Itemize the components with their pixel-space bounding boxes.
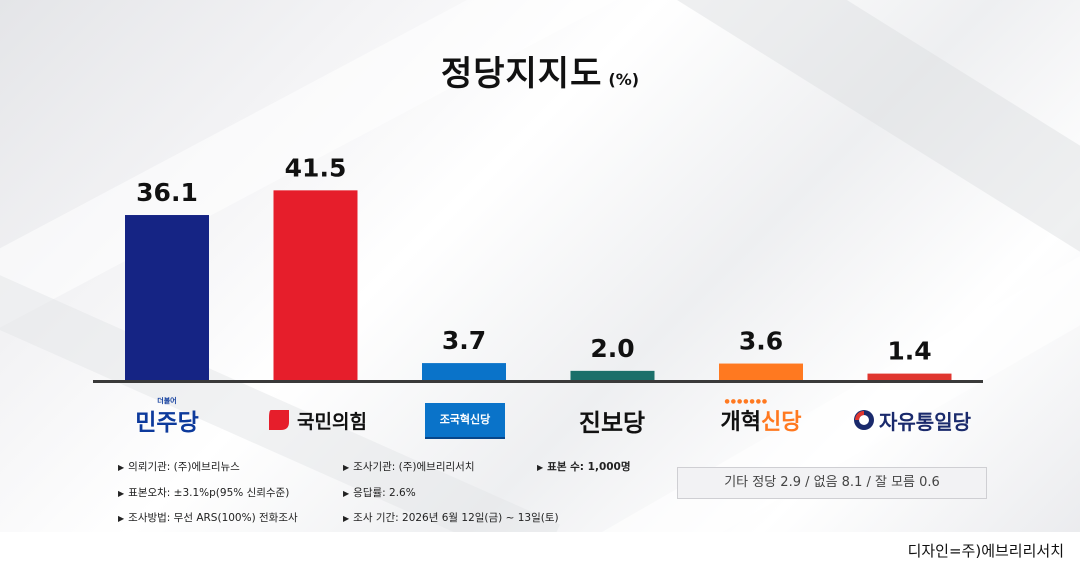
note-row: ▶ 표본오차: ±3.1%p(95% 신뢰수준) <box>118 486 290 499</box>
logo-liberty-unification-party: 자유통일당 <box>842 398 982 442</box>
logo-reform-dots: ●●●●●●● <box>724 398 769 405</box>
logo-rebuilding-korea-party: 조국혁신당 <box>425 398 505 442</box>
design-credit: 디자인=주)에브리리서치 <box>907 542 1064 560</box>
notes-column-3: ▶ 표본 수: 1,000명 <box>537 455 631 481</box>
value-label-democratic-party: 36.1 <box>136 178 198 207</box>
logo-people-power-party: 국민의힘 <box>250 398 384 442</box>
logo-reform-party: ●●●●●●● 개혁신당 <box>716 398 806 442</box>
value-label-progressive-party: 2.0 <box>590 334 634 363</box>
note-row: ▶ 응답률: 2.6% <box>343 486 416 499</box>
logo-jinbo-text: 진보당 <box>578 408 646 437</box>
notes-column-2: ▶ 조사기관: (주)에브리리서치 ▶ 응답률: 2.6% ▶ 조사 기간: 2026… <box>343 455 559 532</box>
value-label-people-power-party: 41.5 <box>285 153 347 182</box>
logo-ppp-text: 국민의힘 <box>297 410 367 433</box>
value-label-liberty-unification-party: 1.4 <box>887 337 931 366</box>
note-row: ▶ 조사기관: (주)에브리리서치 <box>343 461 475 473</box>
logo-dp-main: 민주당 <box>135 410 199 436</box>
bar-democratic-party <box>125 215 209 380</box>
note-row: ▶ 표본 수: 1,000명 <box>537 461 631 473</box>
logo-dp-small: 더불어 <box>157 397 177 405</box>
logo-democratic-party: 더불어 민주당 <box>120 397 214 442</box>
bar-people-power-party <box>273 190 358 380</box>
value-label-rebuilding-korea-party: 3.7 <box>442 326 486 355</box>
bar-reform-party <box>719 363 803 380</box>
notes-column-1: ▶ 의뢰기관: (주)에브리뉴스 ▶ 표본오차: ±3.1%p(95% 신뢰수준) … <box>118 455 298 532</box>
bar-chart: 36.1 41.5 3.7 2.0 3.6 1.4 <box>93 153 983 383</box>
x-axis-baseline <box>93 380 983 383</box>
chart-title: 정당지지도 (%) <box>0 46 1080 95</box>
note-sample-size: 표본 수: 1,000명 <box>547 461 631 473</box>
note-method: 조사방법: 무선 ARS(100%) 전화조사 <box>128 512 298 524</box>
value-label-reform-party: 3.6 <box>739 327 783 356</box>
title-unit: (%) <box>608 70 640 89</box>
bar-progressive-party <box>570 370 655 380</box>
logo-reform-text-b: 신당 <box>761 410 802 435</box>
note-margin: 표본오차: ±3.1%p(95% 신뢰수준) <box>128 486 290 499</box>
libu-symbol-icon <box>854 410 874 430</box>
note-row: ▶ 조사방법: 무선 ARS(100%) 전화조사 <box>118 512 298 524</box>
logo-libu-text: 자유통일당 <box>879 409 971 434</box>
note-agency: 조사기관: (주)에브리리서치 <box>353 461 475 473</box>
note-period: 조사 기간: 2026년 6월 12일(금) ~ 13일(토) <box>353 512 559 524</box>
ppp-symbol-icon <box>269 410 290 430</box>
logo-reform-text-a: 개혁 <box>720 410 761 435</box>
title-text: 정당지지도 <box>440 54 603 94</box>
logo-rkp-text: 조국혁신당 <box>425 403 505 437</box>
note-client: 의뢰기관: (주)에브리뉴스 <box>128 461 240 473</box>
logo-progressive-party: 진보당 <box>570 398 654 442</box>
note-response-rate: 응답률: 2.6% <box>353 486 416 499</box>
credit-bar: 디자인=주)에브리리서치 <box>0 532 1080 576</box>
bar-rebuilding-korea-party <box>422 363 506 380</box>
note-row: ▶ 의뢰기관: (주)에브리뉴스 <box>118 461 240 473</box>
note-row: ▶ 조사 기간: 2026년 6월 12일(금) ~ 13일(토) <box>343 512 559 524</box>
others-summary-box: 기타 정당 2.9 / 없음 8.1 / 잘 모름 0.6 <box>677 467 987 499</box>
bar-liberty-unification-party <box>867 373 952 380</box>
